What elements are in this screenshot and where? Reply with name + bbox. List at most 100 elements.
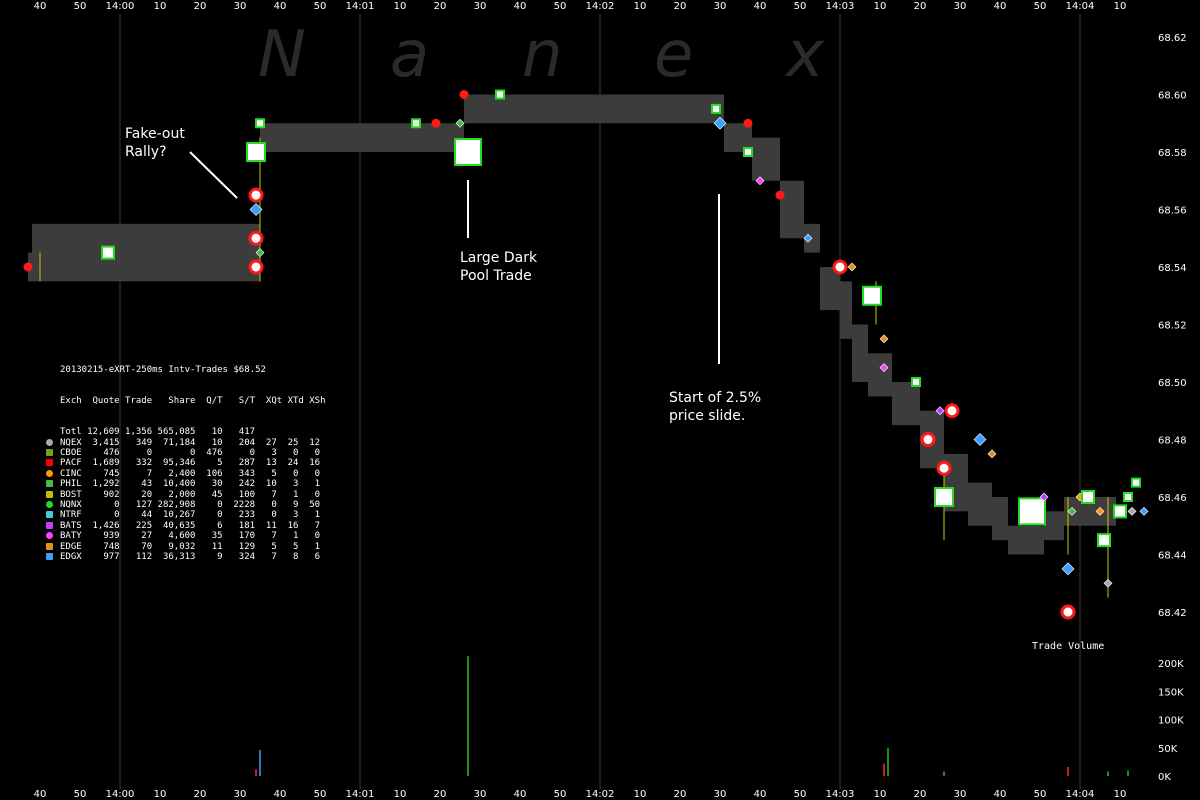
watermark-letter: e (654, 18, 693, 92)
trade-marker-circle (920, 432, 936, 447)
annotation-darkpool: Large Dark (460, 250, 538, 266)
x-tick-label-bottom: 40 (514, 789, 527, 800)
trade-marker-square (1097, 533, 1111, 548)
trade-marker-diamond (1039, 492, 1049, 502)
x-tick-label-top: 50 (314, 1, 327, 12)
watermark-letter: N (258, 18, 306, 92)
volume-bar (883, 763, 885, 776)
x-tick-label-top: 50 (1034, 1, 1047, 12)
x-tick-label-top: 40 (514, 1, 527, 12)
x-tick-label-bottom: 10 (394, 789, 407, 800)
trade-marker-diamond (455, 118, 465, 128)
y-tick-label: 68.58 (1158, 148, 1187, 159)
exchange-legend-dot (46, 500, 53, 508)
x-tick-label-top: 40 (754, 1, 767, 12)
y-tick-label: 68.50 (1158, 378, 1187, 389)
nbbo-segment (852, 324, 868, 382)
trade-marker-circle (23, 262, 33, 272)
annotation-darkpool: Pool Trade (460, 268, 532, 284)
nbbo-segment (840, 281, 852, 339)
trade-marker-diamond (1127, 506, 1137, 516)
stats-row: Totl 12,609 1,356 565,085 10 417 (60, 427, 326, 437)
exchange-legend-dot (46, 542, 53, 550)
y-tick-label: 68.46 (1158, 493, 1187, 504)
volume-bar (255, 769, 257, 776)
x-tick-label-bottom: 50 (314, 789, 327, 800)
trade-marker-diamond (1067, 506, 1077, 516)
x-tick-label-top: 14:04 (1066, 1, 1095, 12)
trade-marker-square (1131, 477, 1141, 488)
x-tick-label-top: 20 (674, 1, 687, 12)
trade-marker-circle (248, 230, 264, 246)
trade-marker-circle (832, 259, 848, 275)
trade-marker-square (743, 147, 753, 157)
trade-marker-square (101, 245, 115, 260)
volume-bars (255, 656, 1129, 776)
nbbo-segment (968, 482, 992, 526)
x-tick-label-top: 10 (874, 1, 887, 12)
trade-marker-square (862, 285, 882, 306)
nbbo-segment (868, 353, 892, 397)
stats-row-text: NQNX 0 127 282,908 0 2228 0 9 50 (60, 499, 321, 510)
stats-header: Exch Quote Trade Share Q/T S/T XQt XTd X… (60, 396, 326, 407)
y-tick-label: 68.60 (1158, 91, 1187, 102)
stats-row-text: EDGX 977 112 36,313 9 324 7 8 6 (60, 551, 321, 562)
stats-row: BATS 1,426 225 40,635 6 181 11 16 7 (46, 521, 326, 531)
x-tick-label-bottom: 10 (1114, 789, 1127, 800)
trade-marker-square (246, 142, 266, 162)
volume-axis-label: 150K (1158, 687, 1184, 698)
stats-row: BATY 939 27 4,600 35 170 7 1 0 (46, 531, 326, 542)
volume-axis-label: 200K (1158, 659, 1184, 670)
x-tick-label-bottom: 50 (554, 789, 567, 800)
x-tick-label-bottom: 30 (714, 789, 727, 800)
nbbo-segment (32, 223, 256, 282)
annotations: Fake-out Rally? Large Dark Pool Trade Start … (125, 126, 761, 424)
exchange-legend-dot (46, 480, 53, 488)
trade-marker-circle (944, 403, 960, 419)
stats-row-text: PHIL 1,292 43 10,400 30 242 10 3 1 (60, 479, 321, 490)
exchange-legend-dot (46, 552, 53, 560)
trade-marker-diamond (879, 363, 889, 373)
trade-marker-square (1081, 490, 1095, 504)
annotation-arrow (189, 151, 238, 199)
x-tick-label-top: 40 (274, 1, 287, 12)
trade-marker-square (1113, 504, 1127, 519)
nbbo-segment (780, 180, 804, 239)
trade-marker-diamond (987, 449, 997, 459)
trade-marker-square (454, 138, 482, 166)
stats-row: CINC 745 7 2,400 106 343 5 0 0 (46, 469, 326, 479)
nbbo-segment (1008, 525, 1044, 555)
x-tick-label-bottom: 30 (474, 789, 487, 800)
x-tick-label-top: 14:03 (826, 1, 855, 12)
x-tick-label-top: 10 (394, 1, 407, 12)
x-tick-label-bottom: 30 (954, 789, 967, 800)
x-tick-label-top: 10 (634, 1, 647, 12)
stats-row: BOST 902 20 2,000 45 100 7 1 0 (46, 490, 326, 500)
x-tick-label-bottom: 20 (194, 789, 207, 800)
annotation-slide: Start of 2.5% (669, 390, 761, 406)
x-tick-label-bottom: 20 (914, 789, 927, 800)
y-tick-label: 68.48 (1158, 436, 1187, 447)
exchange-legend-dot (46, 438, 53, 446)
exchange-legend-dot (46, 511, 53, 519)
x-tick-label-top: 40 (34, 1, 47, 12)
trade-marker-square (934, 487, 954, 507)
x-tick-label-bottom: 14:02 (586, 789, 615, 800)
stats-row-text: EDGE 748 70 9,032 11 129 5 5 1 (60, 541, 321, 552)
x-tick-label-top: 50 (74, 1, 87, 12)
stats-row-text: BATY 939 27 4,600 35 170 7 1 0 (60, 531, 321, 542)
stats-row: NQNX 0 127 282,908 0 2228 0 9 50 (46, 499, 326, 510)
nbbo-band (28, 94, 1116, 598)
trade-marker-diamond (1095, 506, 1105, 516)
x-tick-label-top: 10 (1114, 1, 1127, 12)
x-tick-label-top: 30 (474, 1, 487, 12)
trade-marker-circle (248, 187, 264, 203)
y-tick-label: 68.56 (1158, 206, 1187, 217)
exchange-legend-dot (46, 521, 53, 529)
trade-marker-circle (775, 190, 785, 200)
x-tick-label-top: 14:01 (346, 1, 375, 12)
trade-marker-diamond (1139, 506, 1149, 516)
trade-marker-diamond (1061, 562, 1075, 576)
x-tick-label-bottom: 30 (234, 789, 247, 800)
